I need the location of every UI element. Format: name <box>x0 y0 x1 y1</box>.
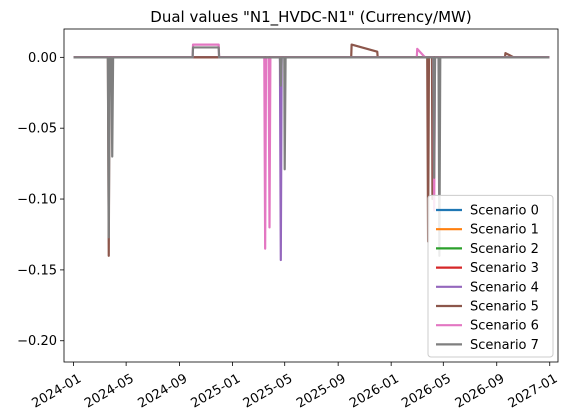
y-tick-label: 0.00 <box>28 51 57 66</box>
y-tick-label: −0.05 <box>17 122 57 137</box>
legend-label: Scenario 3 <box>470 261 539 276</box>
legend-label: Scenario 0 <box>470 204 539 219</box>
legend-label: Scenario 7 <box>470 338 539 353</box>
legend-box <box>427 194 554 358</box>
series-line-7 <box>73 46 550 257</box>
legend-label: Scenario 2 <box>470 242 539 257</box>
plot-lines <box>73 43 550 262</box>
y-tick-label: −0.10 <box>17 193 57 208</box>
plot-frame <box>63 28 559 363</box>
legend: Scenario 0 Scenario 1 Scenario 2 Scenario 3… <box>427 194 554 358</box>
y-tick-label: −0.15 <box>17 263 57 278</box>
y-tick-label: −0.20 <box>17 334 57 349</box>
y-axis: 0.00 −0.05 −0.10 −0.15 −0.20 <box>17 51 64 349</box>
legend-label: Scenario 6 <box>470 319 539 334</box>
chart-title: Dual values "N1_HVDC-N1" (Currency/MW) <box>150 8 471 27</box>
legend-label: Scenario 1 <box>470 223 539 238</box>
legend-label: Scenario 5 <box>470 300 539 315</box>
legend-label: Scenario 4 <box>470 280 539 295</box>
